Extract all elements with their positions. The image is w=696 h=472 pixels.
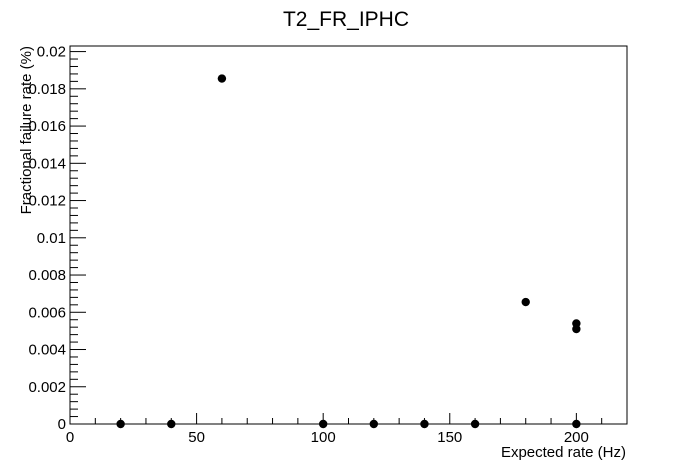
x-tick-label: 200 (564, 429, 589, 446)
data-point (521, 297, 530, 307)
y-axis-tick-labels: 0 0.002 0.004 0.006 0.008 0.01 0.012 0.014 0.016… (28, 44, 66, 433)
data-point (572, 419, 581, 429)
y-tick-label: 0.014 (28, 155, 66, 172)
y-tick-label: 0.004 (28, 342, 66, 359)
data-point (318, 419, 328, 429)
data-point (167, 419, 176, 429)
y-axis-label: Fractional failure rate (%) (18, 46, 35, 214)
y-tick-label: 0.012 (28, 193, 66, 210)
y-axis-ticks (70, 51, 86, 425)
y-tick-label: 0.01 (37, 230, 66, 247)
y-tick-label: 0.018 (28, 81, 66, 98)
x-axis-label: Expected rate (Hz) (501, 444, 626, 461)
y-tick-label: 0 (58, 416, 66, 433)
data-points (116, 74, 581, 429)
y-tick-label: 0.006 (28, 304, 66, 321)
y-tick-label: 0.002 (28, 379, 66, 396)
chart-title: T2_FR_IPHC (283, 8, 409, 31)
data-point (217, 74, 227, 83)
data-point (420, 419, 429, 429)
data-point (470, 419, 480, 429)
data-point (369, 419, 379, 429)
x-tick-label: 0 (66, 429, 74, 446)
x-axis-tick-labels: 0 50 100 150 200 (66, 429, 589, 446)
data-point (116, 419, 125, 429)
y-tick-label: 0.008 (28, 267, 66, 284)
y-tick-label: 0.02 (37, 44, 66, 61)
data-point (572, 324, 581, 334)
y-tick-label: 0.016 (28, 118, 66, 135)
x-tick-label: 100 (311, 429, 336, 446)
x-tick-label: 50 (188, 429, 205, 446)
x-tick-label: 150 (437, 429, 462, 446)
